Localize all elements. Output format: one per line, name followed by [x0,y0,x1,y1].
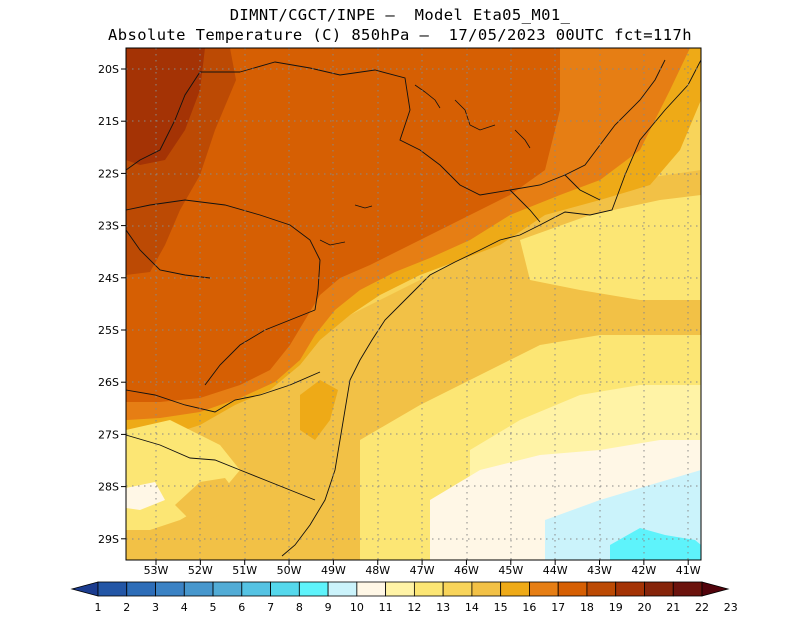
colorbar-label: 8 [296,601,303,614]
lon-tick-label: 47W [410,564,435,577]
lat-tick-label: 22S [98,167,119,180]
lat-tick-label: 25S [98,324,119,337]
lon-tick-label: 52W [188,564,213,577]
lon-tick-label: 50W [277,564,302,577]
colorbar-label: 11 [379,601,393,614]
colorbar-swatch [557,581,588,597]
colorbar-swatch [529,581,559,597]
colorbar-label: 12 [407,601,421,614]
colorbar-swatch [327,581,358,597]
colorbar-swatch [644,581,674,597]
colorbar-swatch [97,581,128,597]
colorbar-label: 15 [494,601,508,614]
lat-tick-label: 21S [98,115,119,128]
colorbar-swatch [701,581,730,597]
colorbar-swatch [413,581,444,597]
colorbar-label: 5 [210,601,217,614]
longitude-axis: 53W 52W 51W 50W 49W 48W 47W 46W 45W 44W 43W 42W 41W [144,560,701,577]
colorbar-label: 2 [123,601,130,614]
lon-tick-label: 43W [587,564,612,577]
colorbar-swatch [500,581,530,597]
colorbar-label: 14 [465,601,479,614]
colorbar-swatch [385,581,415,597]
chart-title-line-2: Absolute Temperature (C) 850hPa – 17/05/… [108,26,692,44]
colorbar-swatch [126,581,156,597]
lon-tick-label: 41W [676,564,701,577]
colorbar-label: 7 [267,601,274,614]
chart-title-line-1: DIMNT/CGCT/INPE – Model Eta05_M01_ [229,6,571,24]
lon-tick-label: 45W [498,564,523,577]
plot-frame [125,47,702,561]
lon-tick-label: 51W [232,564,257,577]
colorbar-label: 23 [724,601,738,614]
lat-tick-label: 27S [98,428,119,441]
colorbar: 1 2 3 4 5 6 7 8 9 10 11 12 13 14 15 16 17 18 19 20 21 22 23 [70,581,738,614]
colorbar-swatch [298,581,329,597]
temperature-field [126,48,701,560]
colorbar-swatch [270,581,300,597]
colorbar-label: 10 [350,601,364,614]
colorbar-swatch [442,581,473,597]
colorbar-swatch [183,581,214,597]
reservoirs [319,84,531,246]
colorbar-swatch [615,581,645,597]
colorbar-label: 22 [695,601,709,614]
colorbar-label: 16 [522,601,536,614]
lon-tick-label: 46W [454,564,479,577]
colorbar-label: 17 [551,601,565,614]
colorbar-label: 20 [637,601,651,614]
colorbar-swatch [70,581,99,597]
lat-tick-label: 24S [98,272,119,285]
lat-tick-label: 28S [98,481,119,494]
colorbar-swatch [672,581,703,597]
lon-tick-label: 49W [321,564,346,577]
colorbar-label: 18 [580,601,594,614]
colorbar-swatch [356,581,387,597]
lat-tick-label: 29S [98,533,119,546]
colorbar-swatch [471,581,502,597]
colorbar-label: 1 [95,601,102,614]
latitude-axis: 20S 21S 22S 23S 24S 25S 26S 27S 28S 29S [98,63,126,546]
lat-tick-label: 23S [98,220,119,233]
coastlines-and-borders [126,59,701,557]
colorbar-label: 4 [181,601,188,614]
colorbar-label: 6 [238,601,245,614]
graticule [126,48,701,560]
lon-tick-label: 48W [365,564,390,577]
lon-tick-label: 44W [543,564,568,577]
colorbar-label: 21 [666,601,680,614]
colorbar-swatch [586,581,617,597]
colorbar-label: 9 [325,601,332,614]
colorbar-swatch [155,581,185,597]
colorbar-swatch [241,581,271,597]
lon-tick-label: 42W [631,564,656,577]
colorbar-swatch [212,581,243,597]
lat-tick-label: 20S [98,63,119,76]
colorbar-label: 19 [609,601,623,614]
lat-tick-label: 26S [98,376,119,389]
colorbar-label: 13 [436,601,450,614]
colorbar-label: 3 [152,601,159,614]
lon-tick-label: 53W [144,564,169,577]
